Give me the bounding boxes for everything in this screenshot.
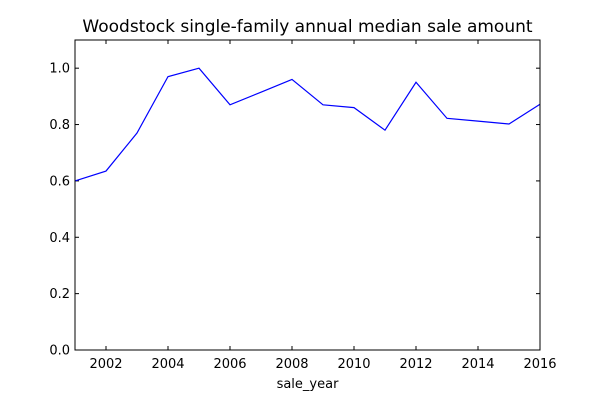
- series-line-0: [74, 67, 541, 182]
- x-tick-label: 2008: [275, 357, 308, 372]
- chart-title: Woodstock single-family annual median sa…: [82, 17, 532, 37]
- x-tick-label: 2006: [213, 357, 246, 372]
- y-tick-label: 1.0: [49, 62, 70, 77]
- x-tick-label: 2016: [523, 357, 556, 372]
- axes-layer: 2002 2004 2006 2008 2010 2012 2014 2016 0.0 0.2 0.…: [49, 40, 557, 372]
- series-layer: [74, 67, 541, 182]
- x-tick-label: 2004: [151, 357, 184, 372]
- x-tick-label: 2002: [89, 357, 122, 372]
- y-tick-label: 0.0: [49, 344, 70, 359]
- x-tick-label: 2010: [337, 357, 370, 372]
- y-tick-label: 0.6: [49, 174, 70, 189]
- y-tick-label: 0.2: [49, 287, 70, 302]
- y-tick-label: 0.4: [49, 231, 70, 246]
- plot-frame: [74, 39, 541, 351]
- x-axis-title: sale_year: [277, 377, 340, 392]
- x-tick-label: 2012: [399, 357, 432, 372]
- y-tick-label: 0.8: [49, 118, 70, 133]
- x-tick-label: 2014: [461, 357, 494, 372]
